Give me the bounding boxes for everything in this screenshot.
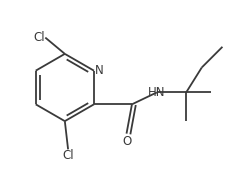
Text: O: O [122,135,131,148]
Text: N: N [95,64,104,77]
Text: HN: HN [148,86,166,99]
Text: Cl: Cl [62,149,74,162]
Text: Cl: Cl [34,31,45,44]
